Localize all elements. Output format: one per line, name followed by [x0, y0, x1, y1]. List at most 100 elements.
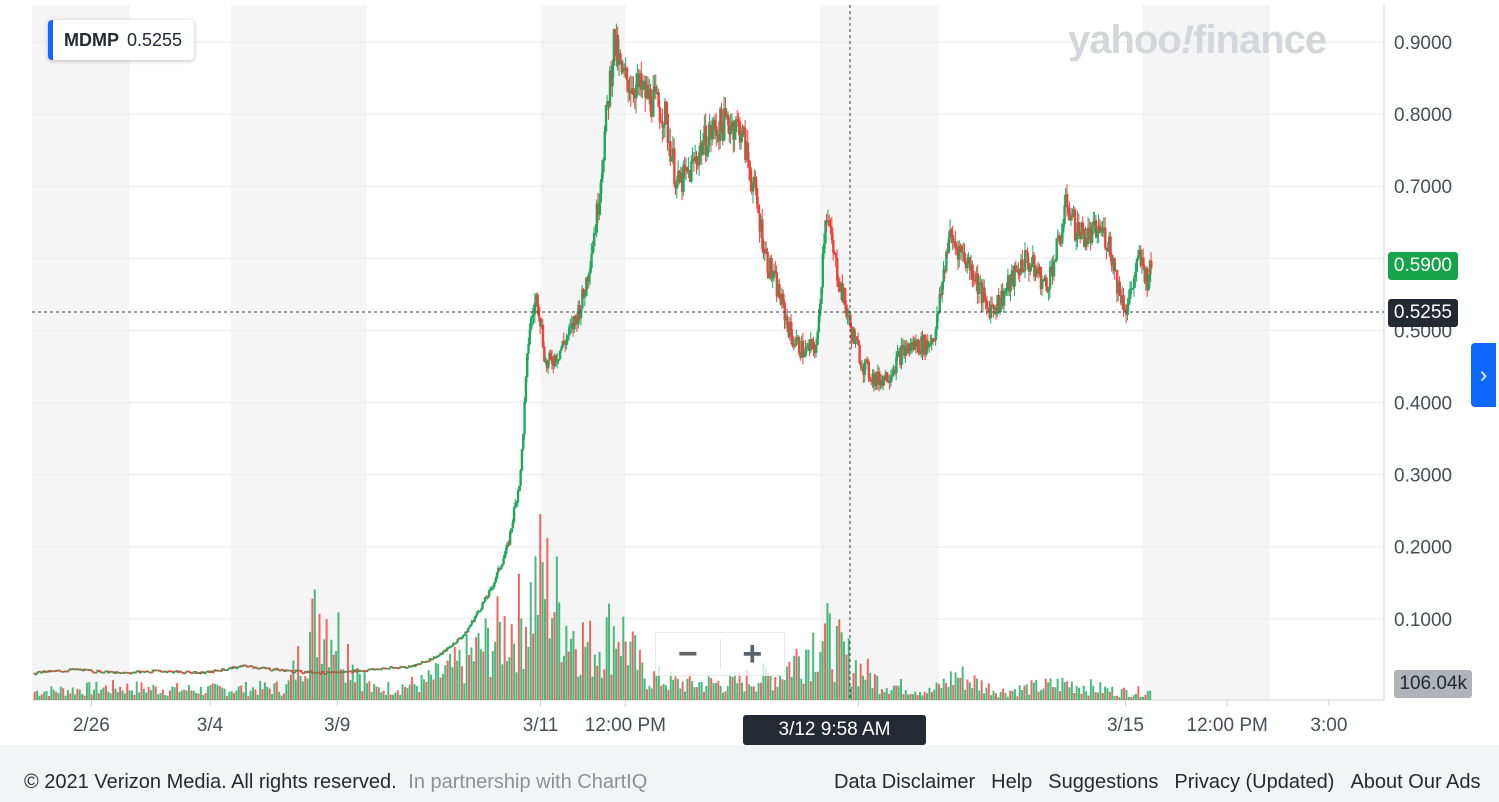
candle-body	[522, 434, 525, 450]
candle-body	[173, 670, 177, 673]
candle-body	[405, 667, 408, 669]
candle-body	[141, 670, 144, 673]
candle-body	[382, 667, 386, 670]
candle-body	[319, 673, 323, 675]
candle-body	[780, 293, 784, 305]
candle-body	[637, 73, 641, 88]
candle-body	[172, 672, 175, 674]
price-chart[interactable]: 0.90000.80000.70000.50000.40000.30000.20…	[0, 0, 1499, 745]
volume-bar	[776, 686, 779, 700]
candle-body	[150, 671, 153, 674]
candle-body	[219, 670, 223, 672]
volume-bar	[171, 686, 174, 700]
candle-body	[353, 669, 357, 673]
volume-bar	[543, 599, 546, 700]
expand-panel-button[interactable]: ›	[1471, 343, 1496, 407]
candle-body	[254, 666, 257, 669]
candle-body	[120, 672, 123, 675]
candle-body	[76, 668, 80, 671]
footer-link-data-disclaimer[interactable]: Data Disclaimer	[834, 771, 976, 793]
candle-body	[430, 658, 433, 660]
volume-bar	[1051, 686, 1054, 700]
candle-body	[286, 669, 290, 672]
candle-body	[737, 120, 740, 122]
chart-area[interactable]: 0.9000 0.8000 0.7000 0.5000 0.4000 0.3000 0.20…	[0, 0, 1499, 745]
candle-body	[49, 670, 52, 672]
volume-bar	[1056, 678, 1059, 700]
candle-body	[820, 287, 823, 305]
volume-bar	[456, 660, 459, 700]
candle-body	[922, 335, 926, 354]
candle-body	[34, 673, 38, 676]
candle-body	[143, 671, 147, 674]
volume-bar	[816, 671, 819, 700]
candle-body	[1134, 271, 1137, 278]
candle-body	[1104, 227, 1107, 248]
candle-body	[456, 639, 459, 643]
candle-body	[367, 669, 370, 672]
footer-link-suggestions[interactable]: Suggestions	[1048, 771, 1159, 793]
candle-body	[1048, 267, 1052, 289]
candle-body	[951, 235, 955, 243]
volume-bar	[755, 691, 758, 700]
candle-body	[1047, 288, 1051, 292]
volume-bar	[149, 690, 152, 700]
candle-body	[553, 355, 557, 367]
footer-partnership-link[interactable]: In partnership with ChartIQ	[408, 771, 648, 793]
candle-body	[723, 108, 726, 141]
volume-bar	[1106, 688, 1109, 700]
candle-body	[786, 315, 789, 325]
volume-bar	[396, 690, 399, 700]
candle-body	[160, 671, 164, 673]
volume-bar	[223, 688, 226, 700]
volume-bar	[795, 649, 798, 700]
volume-bar	[164, 695, 167, 700]
volume-bar	[487, 627, 490, 700]
volume-bar	[1123, 687, 1126, 700]
candle-body	[1093, 220, 1096, 222]
candle-body	[900, 345, 903, 365]
candle-body	[675, 180, 679, 189]
footer-link-privacy[interactable]: Privacy (Updated)	[1174, 771, 1335, 793]
footer-link-about-ads[interactable]: About Our Ads	[1350, 771, 1481, 793]
candle-body	[670, 157, 673, 162]
volume-bar	[767, 673, 770, 700]
volume-bar	[610, 674, 613, 700]
candle-body	[985, 300, 989, 308]
candle-body	[92, 671, 95, 674]
volume-bar	[154, 686, 157, 700]
volume-bar	[883, 692, 886, 700]
zoom-in-button[interactable]: +	[742, 634, 763, 673]
candle-body	[954, 241, 957, 247]
footer-link-help[interactable]: Help	[991, 771, 1033, 793]
volume-bar	[805, 649, 808, 700]
volume-bar	[674, 676, 677, 700]
volume-bar	[301, 681, 304, 700]
zoom-controls: − +	[655, 632, 785, 676]
volume-bar	[959, 677, 962, 700]
candle-body	[81, 669, 85, 672]
candle-body	[775, 272, 779, 297]
candle-body	[106, 670, 110, 674]
candle-body	[983, 287, 986, 298]
candle-body	[805, 346, 809, 349]
volume-bar	[451, 667, 454, 700]
zoom-out-button[interactable]: −	[677, 634, 698, 673]
candle-body	[60, 671, 64, 673]
volume-bar	[892, 685, 895, 700]
volume-bar	[985, 687, 988, 700]
candle-body	[101, 671, 105, 674]
volume-bar	[261, 689, 264, 700]
candle-body	[858, 344, 861, 364]
candle-body	[67, 669, 70, 672]
candle-body	[53, 670, 56, 673]
volume-bar	[460, 666, 463, 700]
candle-body	[733, 132, 736, 140]
candle-body	[791, 335, 794, 346]
volume-bar	[961, 666, 964, 700]
volume-bar	[942, 678, 945, 700]
volume-bar	[140, 682, 143, 700]
candle-body	[127, 672, 131, 674]
volume-bar	[192, 690, 195, 700]
candle-body	[407, 665, 411, 668]
